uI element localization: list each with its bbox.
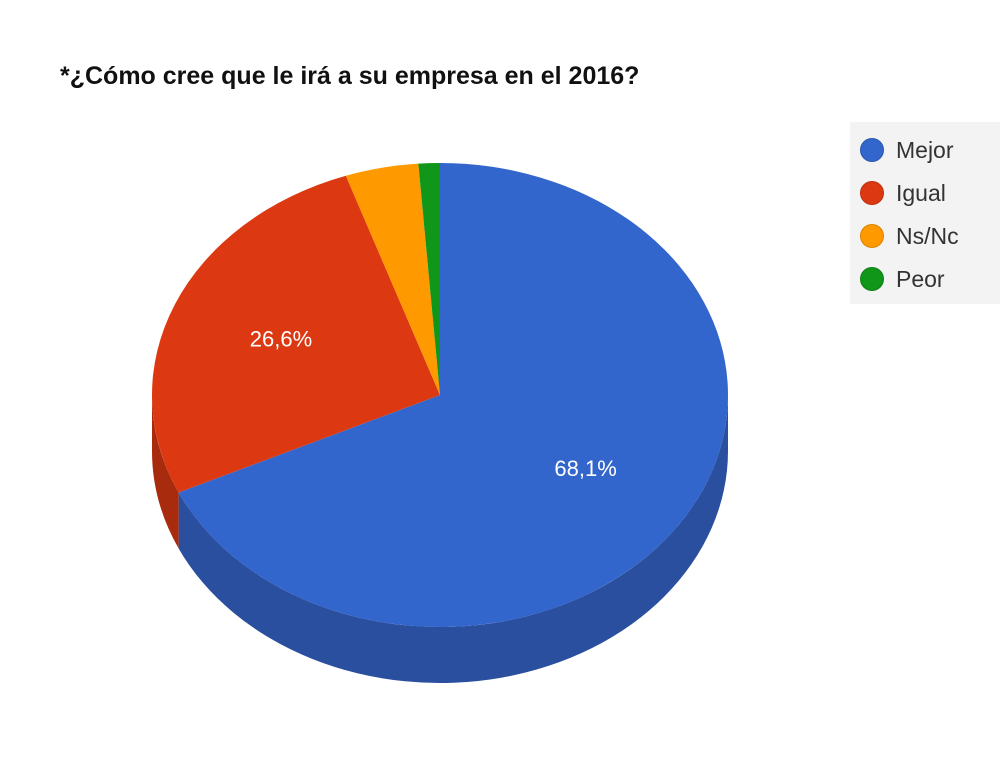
pie-side-igual	[152, 395, 179, 549]
data-label-igual: 26,6%	[250, 326, 312, 351]
pie-slice-nsnc[interactable]	[345, 163, 440, 395]
data-label-mejor: 68,1%	[554, 456, 616, 481]
legend-label-igual: Igual	[896, 179, 946, 206]
legend-swatch-peor	[860, 267, 884, 291]
legend-item-nsnc[interactable]: Ns/Nc	[860, 221, 959, 251]
legend: Mejor Igual Ns/Nc Peor	[850, 122, 1000, 304]
legend-item-mejor[interactable]: Mejor	[860, 135, 954, 165]
legend-label-mejor: Mejor	[896, 136, 954, 163]
legend-swatch-mejor	[860, 138, 884, 162]
chart-title: *¿Cómo cree que le irá a su empresa en e…	[60, 62, 640, 90]
pie-side-mejor	[178, 395, 729, 684]
legend-label-peor: Peor	[896, 265, 945, 292]
legend-swatch-nsnc	[860, 224, 884, 248]
pie-slice-igual[interactable]	[151, 175, 440, 493]
legend-item-igual[interactable]: Igual	[860, 178, 946, 208]
legend-item-peor[interactable]: Peor	[860, 264, 945, 294]
pie-slice-peor[interactable]	[418, 163, 440, 395]
pie-slice-mejor[interactable]	[178, 163, 729, 627]
legend-swatch-igual	[860, 181, 884, 205]
legend-label-nsnc: Ns/Nc	[896, 222, 959, 249]
